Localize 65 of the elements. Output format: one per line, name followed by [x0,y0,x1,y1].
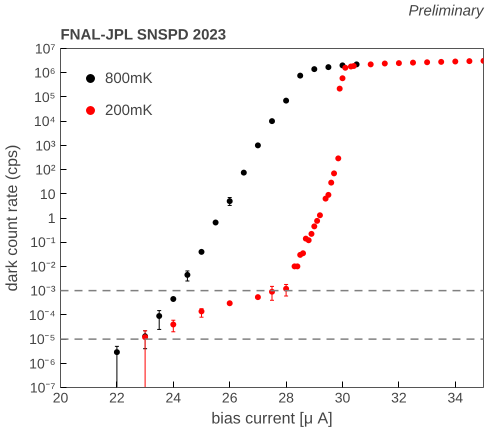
point [382,60,388,67]
point [184,272,190,278]
point [410,60,416,66]
x-tick-label: 26 [222,390,238,406]
point [340,75,346,82]
point [311,223,318,230]
point [325,192,332,198]
x-axis-title: bias current [μ A] [211,410,333,428]
point [283,98,290,104]
y-tick-label: 10⁻⁵ [29,331,56,348]
point [170,296,176,302]
point [114,349,120,356]
point [396,60,402,66]
y-tick-label: 10⁷ [34,40,56,56]
y-tick-label: 10 [40,186,56,202]
x-tick-label: 20 [52,390,68,406]
point [424,59,430,66]
y-tick-label: 10³ [35,137,56,154]
point [368,61,374,68]
legend-label: 800mK [105,70,153,86]
point [198,248,204,255]
x-tick-label: 32 [391,390,407,406]
point [325,64,332,70]
y-tick-label: 10⁻⁴ [28,306,56,323]
y-tick-label: 10⁻¹ [30,234,56,250]
point [156,312,162,319]
legend-label: 200mK [105,102,153,118]
y-tick-label: 1 [48,210,56,226]
point [452,58,458,65]
point [300,250,306,256]
chart-title: FNAL-JPL SNSPD 2023 [60,26,226,44]
x-tick-label: 34 [448,390,464,406]
x-tick-label: 22 [109,390,125,406]
y-tick-label: 10⁴ [34,113,56,130]
point [438,58,444,65]
x-tick-label: 28 [278,390,294,406]
y-axis-title: dark count rate (cps) [4,144,21,292]
point [212,220,219,226]
point [240,170,247,176]
point [198,308,204,314]
point [342,64,348,71]
x-tick-label: 24 [166,390,182,406]
point [335,155,342,162]
point [306,237,312,244]
text: Preliminary [408,2,485,20]
y-tick-label: 10⁻³ [30,282,56,299]
point [331,170,338,176]
point [316,212,323,218]
y-tick-label: 10⁻⁶ [29,355,56,372]
y-tick-label: 10⁻² [30,258,56,274]
point [254,142,261,148]
point [336,86,343,92]
point [308,230,314,237]
point [314,218,320,224]
point [269,118,275,124]
point [254,294,261,300]
y-tick-label: 10⁶ [34,64,56,81]
y-tick-label: 10² [35,162,56,178]
point [226,300,233,306]
y-tick-label: 10⁵ [34,88,56,105]
point [466,58,472,64]
x-tick-label: 30 [334,390,350,406]
point [328,180,334,186]
point [297,72,304,79]
point [311,66,318,72]
